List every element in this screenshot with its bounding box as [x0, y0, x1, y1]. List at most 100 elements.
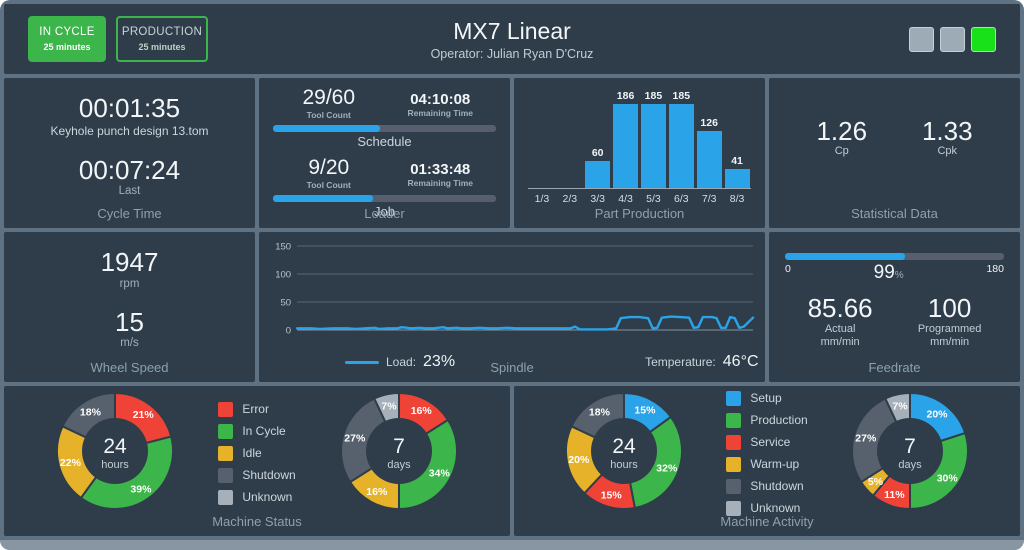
cp-value: 1.26	[816, 115, 868, 146]
legend-label: Idle	[242, 446, 262, 460]
feedrate-percent: 99%	[874, 263, 904, 282]
legend-swatch	[726, 434, 742, 450]
legend-item-idle: Idle	[218, 445, 295, 461]
bar	[696, 131, 722, 188]
feedrate-scale-max: 180	[986, 263, 1004, 275]
legend-swatch	[218, 489, 234, 505]
legend-item-warm-up: Warm-up	[726, 456, 807, 472]
legend-swatch	[218, 401, 234, 417]
bar	[724, 169, 750, 188]
legend-swatch	[218, 467, 234, 483]
donut-slice-percent: 27%	[855, 432, 877, 444]
last-cycle-time: 00:07:24	[78, 154, 181, 185]
panel-part-production: 60 186 185 185 126 41 1/3 2/3 3/3 4/3 5/3 6/3 7/3 8/…	[514, 78, 765, 228]
production-label: PRODUCTION	[121, 26, 203, 38]
cycle-time-title: Cycle Time	[97, 206, 162, 221]
spindle-content: 0 50 100 150 Load: 23% Temperature: 46°C	[259, 232, 765, 371]
donut-slice-percent: 5%	[868, 475, 884, 487]
donut-slice-percent: 20%	[568, 454, 590, 466]
bar	[585, 161, 611, 188]
legend-label: Service	[750, 435, 791, 449]
panel-spindle: 0 50 100 150 Load: 23% Temperature: 46°C Sp…	[259, 232, 765, 382]
donut-hole	[365, 417, 432, 484]
legend-swatch	[726, 390, 742, 406]
statistical-values: 1.26 Cp 1.33 Cpk	[769, 78, 1020, 228]
bar-value-label: 60	[591, 147, 604, 159]
donut-center-value: 24	[103, 435, 127, 458]
feedrate-scale-min: 0	[785, 263, 791, 275]
legend-swatch	[218, 445, 234, 461]
schedule-remaining-time: 04:10:08	[410, 91, 471, 108]
bar-value-label: 185	[644, 90, 663, 102]
donut-slice-percent: 11%	[884, 488, 905, 500]
load-value: 23%	[423, 353, 456, 370]
header-buttons: IN CYCLE 25 minutes PRODUCTION 25 minute…	[28, 16, 208, 62]
surface-speed-value: 15	[115, 306, 144, 337]
panel-machine-status: 21% 39% 22% 18% 24 hours Error In Cycle Idle Shu…	[4, 386, 510, 536]
bar	[613, 104, 639, 188]
legend-label: In Cycle	[242, 424, 286, 438]
schedule-label: Schedule	[357, 134, 412, 149]
production-button[interactable]: PRODUCTION 25 minutes	[116, 16, 208, 62]
rpm-label: rpm	[119, 277, 140, 290]
statistical-data-title: Statistical Data	[851, 206, 938, 221]
feedrate-values: 85.66 Actual mm/min 100 Programmed mm/mi…	[785, 294, 1004, 350]
donut-slice-percent: 21%	[133, 409, 155, 421]
load-label: Load:	[386, 355, 417, 369]
stack-light-3	[971, 26, 996, 52]
feedrate-scale: 0 99% 180	[785, 263, 1004, 282]
feedrate-percent-value: 99	[873, 262, 895, 283]
schedule-tool-count: 29/60	[302, 86, 356, 109]
feedrate-progress-fill	[785, 253, 906, 260]
in-cycle-label: IN CYCLE	[39, 26, 95, 38]
production-duration: 25 minutes	[138, 42, 186, 52]
surface-speed-label: m/s	[120, 337, 139, 350]
cycle-time-stack: 00:01:35 Keyhole punch design 13.tom 00:…	[4, 78, 255, 228]
donut-center-label: days	[387, 459, 411, 471]
bar-column: 41	[723, 155, 751, 188]
machine-activity-donut-7d: 20% 30% 11% 5% 27% 7% 7 days	[848, 389, 972, 518]
schedule-remaining-label: Remaining Time	[407, 108, 474, 118]
dashboard-grid: IN CYCLE 25 minutes PRODUCTION 25 minute…	[4, 4, 1020, 536]
loader-content: 29/60 Tool Count 04:10:08 Remaining Time…	[259, 78, 510, 243]
bar-column: 185	[667, 90, 695, 188]
panel-wheel-speed: 1947 rpm 15 m/s Wheel Speed	[4, 232, 255, 382]
bar-value-label: 126	[700, 117, 718, 129]
panel-feedrate: 0 99% 180 85.66 Actual mm/min 100 Progra…	[769, 232, 1020, 382]
donut-hole	[591, 417, 658, 484]
donut-center-value: 7	[904, 435, 916, 458]
loader-schedule-block: 29/60 Tool Count 04:10:08 Remaining Time…	[273, 86, 496, 149]
legend-item-service: Service	[726, 434, 807, 450]
legend-label: Production	[750, 413, 808, 427]
programmed-feedrate: 100	[927, 293, 972, 323]
legend-label: Shutdown	[750, 479, 804, 493]
in-cycle-duration: 25 minutes	[43, 42, 91, 52]
machine-activity-content: 15% 32% 15% 20% 18% 24 hours Setup Production Se…	[514, 386, 1020, 536]
job-tool-count: 9/20	[308, 156, 350, 179]
current-cycle-time: 00:01:35	[78, 93, 181, 123]
legend-item-error: Error	[218, 401, 295, 417]
job-label: Job	[374, 204, 395, 219]
donut-slice-percent: 15%	[635, 404, 657, 416]
spindle-line-chart: 0 50 100 150	[275, 242, 755, 336]
bar-x-label: 7/3	[701, 193, 717, 205]
donut-slice-percent: 20%	[926, 408, 948, 420]
bottom-edge-strip	[0, 540, 1024, 550]
legend-label: Unknown	[750, 501, 801, 515]
load-line-swatch	[345, 360, 379, 364]
bar-chart-plot: 60 186 185 185 126 41	[528, 90, 751, 189]
temperature-label: Temperature:	[645, 355, 716, 369]
part-production-chart: 60 186 185 185 126 41 1/3 2/3 3/3 4/3 5/3 6/3 7/3 8/…	[514, 78, 765, 205]
donut-center-value: 7	[393, 435, 405, 458]
temperature-value: 46°C	[722, 353, 759, 370]
bar-column: 60	[584, 147, 612, 188]
feedrate-title: Feedrate	[868, 360, 921, 375]
machine-status-title: Machine Status	[212, 514, 302, 529]
legend-label: Shutdown	[242, 468, 296, 482]
bar	[668, 104, 694, 188]
in-cycle-button[interactable]: IN CYCLE 25 minutes	[28, 16, 106, 62]
legend-swatch	[218, 423, 234, 439]
donut-slice-percent: 16%	[411, 405, 433, 417]
